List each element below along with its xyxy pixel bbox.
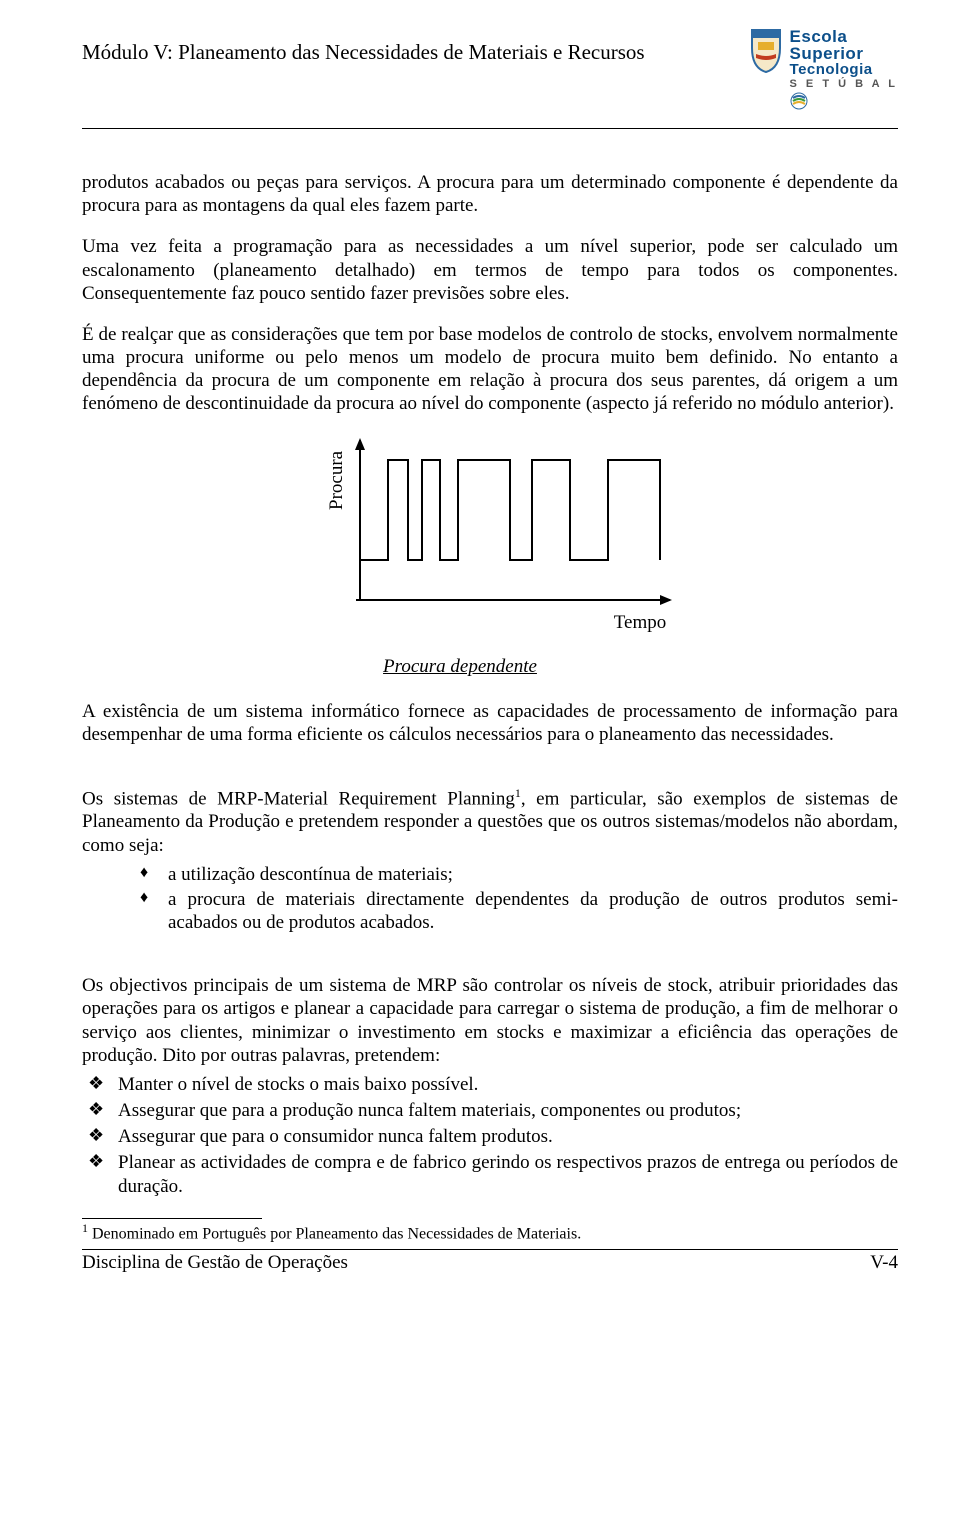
header-title: Módulo V: Planeamento das Necessidades d… [82,40,645,65]
chart-x-label: Tempo [614,612,667,633]
footer-right: V-4 [870,1252,898,1274]
paragraph-2: Uma vez feita a programação para as nece… [82,235,898,305]
list-item: a procura de materiais directamente depe… [82,888,898,934]
diamond-list: a utilização descontínua de materiais; a… [82,863,898,935]
document-body: produtos acabados ou peças para serviços… [82,171,898,1274]
list-item: Planear as actividades de compra e de fa… [82,1151,898,1197]
paragraph-5: Os sistemas de MRP-Material Requirement … [82,786,898,857]
footnote-rule [82,1218,262,1219]
list-item: Manter o nível de stocks o mais baixo po… [82,1073,898,1096]
clover-list: Manter o nível de stocks o mais baixo po… [82,1073,898,1198]
logo-line-4: S E T Ú B A L [790,79,898,90]
logo-line-1: Escola [790,28,898,45]
logo-line-2: Superior [790,45,898,62]
shield-icon [748,28,784,74]
chart-caption: Procura dependente [383,656,537,677]
logo-text-block: Escola Superior Tecnologia S E T Ú B A L [790,28,898,110]
logo-line-3: Tecnologia [790,62,898,77]
page-header: Módulo V: Planeamento das Necessidades d… [82,28,898,110]
secondary-emblem-icon [790,92,826,110]
list-item: Assegurar que para a produção nunca falt… [82,1099,898,1122]
page-container: Módulo V: Planeamento das Necessidades d… [0,0,960,1520]
institution-logo: Escola Superior Tecnologia S E T Ú B A L [748,28,898,110]
svg-text:Procura: Procura [326,450,347,510]
footer-rule [82,1249,898,1250]
demand-chart: Procura [82,430,898,630]
paragraph-5a: Os sistemas de MRP-Material Requirement … [82,788,515,809]
header-rule [82,128,898,129]
paragraph-3: É de realçar que as considerações que te… [82,323,898,416]
footer-left: Disciplina de Gestão de Operações [82,1252,348,1274]
footnote-text: Denominado em Português por Planeamento … [88,1225,581,1242]
page-footer: Disciplina de Gestão de Operações V-4 [82,1252,898,1274]
paragraph-1: produtos acabados ou peças para serviços… [82,171,898,217]
paragraph-4: A existência de um sistema informático f… [82,700,898,746]
paragraph-6: Os objectivos principais de um sistema d… [82,974,898,1067]
footnote-1: 1 Denominado em Português por Planeament… [82,1221,898,1243]
chart-svg: Procura [300,430,680,630]
list-item: a utilização descontínua de materiais; [82,863,898,886]
list-item: Assegurar que para o consumidor nunca fa… [82,1125,898,1148]
chart-caption-row: Tempo Procura dependente [52,634,868,678]
